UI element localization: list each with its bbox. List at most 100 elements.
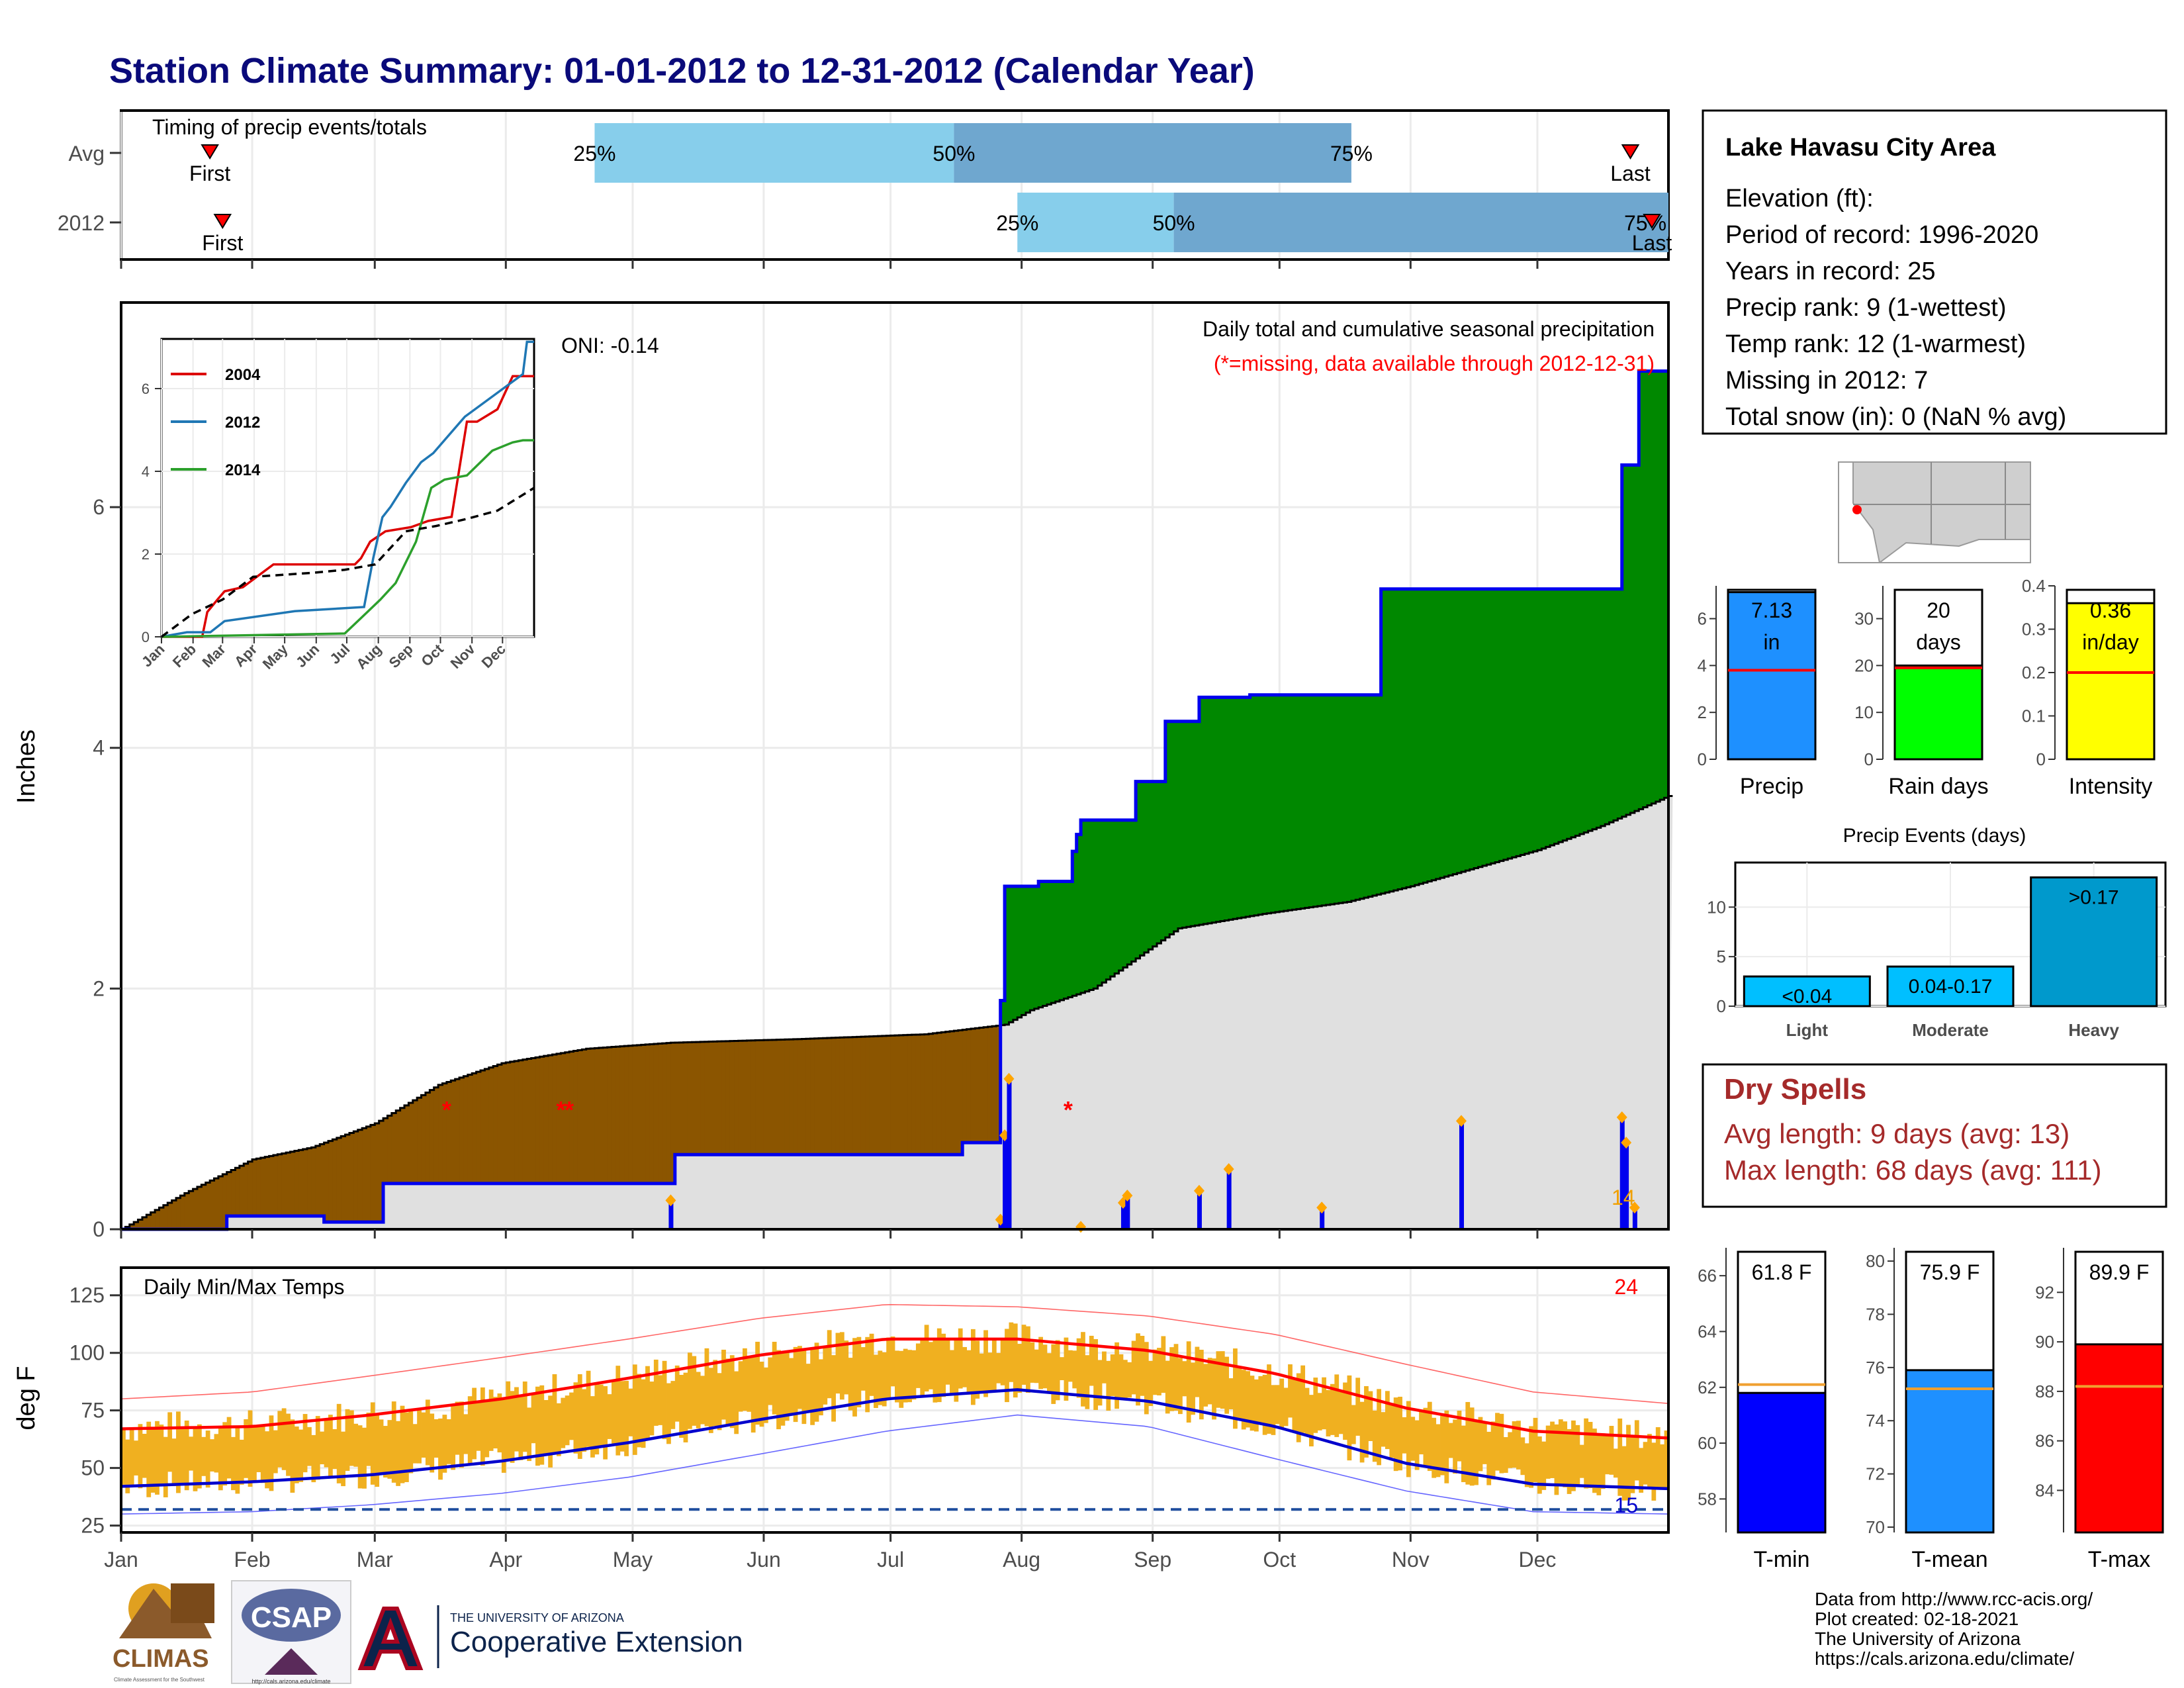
daily-temp-range-bar [970,1329,976,1405]
daily-temp-range-bar [1136,1333,1140,1406]
daily-temp-range-bar [1017,1344,1023,1393]
precip-deficit-col [700,1041,705,1155]
daily-temp-range-bar [277,1411,283,1468]
precip-surplus-col [1279,694,1285,912]
record-max-line [120,1303,1669,1405]
station-name: Lake Havasu City Area [1725,134,1996,162]
daily-temp-range-bar [827,1330,832,1399]
timing-p75-label: 75% [1330,142,1373,165]
daily-temp-range-bar [1322,1377,1326,1430]
daily-temp-range-bar [700,1376,705,1425]
precip-deficit-col [987,1026,993,1143]
summary-value-label: 75.9 F [1920,1260,1980,1284]
precip-surplus-col [1457,588,1462,873]
precip-surplus-col [1550,588,1555,845]
precip-deficit-col [155,1209,160,1229]
daily-temp-range-bar [281,1408,287,1470]
daily-temp-range-bar [552,1374,557,1454]
daily-temp-range-bar [1097,1360,1103,1406]
daily-temp-range-bar [129,1429,134,1486]
precip-surplus-col [1186,721,1191,927]
daily-temp-range-bar [193,1427,198,1491]
daily-temp-range-bar [561,1397,566,1448]
daily-temp-range-bar [379,1419,384,1475]
precip-deficit-col [598,1047,604,1184]
daily-temp-range-bar [590,1396,595,1458]
precip-deficit-col [954,1031,959,1155]
precip-deficit-col [920,1034,925,1155]
precip-deficit-col [167,1203,173,1229]
month-x-tick-label: Aug [1003,1548,1040,1571]
precip-deficit-col [565,1052,570,1184]
missing-marker: * [442,1096,451,1123]
precip-deficit-col [743,1041,748,1155]
precip-surplus-col [1398,588,1403,890]
summary-y-tick-label: 80 [1866,1251,1885,1271]
precip-deficit-col [256,1158,261,1216]
precip-deficit-col [552,1055,557,1184]
temp-y-tick-label: 125 [69,1284,105,1307]
daily-temp-range-bar [1051,1344,1056,1404]
precip-surplus-col [1410,588,1416,886]
daily-temp-range-bar [260,1425,265,1483]
events-bar [2030,876,2158,1008]
daily-temp-range-bar [810,1348,815,1425]
events-y-tick-label: 5 [1717,947,1726,966]
precip-surplus-col [1588,588,1593,831]
daily-precip-marker [1455,1115,1467,1127]
precip-deficit-col [814,1038,819,1155]
precip-deficit-col [721,1041,727,1155]
timing-row-label: Avg [68,142,105,165]
daily-temp-range-bar [1317,1393,1322,1430]
precip-surplus-col [1207,697,1212,923]
precip-deficit-col [129,1224,134,1229]
info-box-frame [1702,109,2167,435]
precip-deficit-col [696,1042,701,1155]
precip-surplus-col [1000,1000,1005,1025]
record-low-count: 15 [1614,1493,1638,1517]
daily-temp-range-bar [1571,1420,1576,1491]
inset-y-tick-label: 2 [142,546,150,563]
daily-temp-range-bar [1626,1425,1631,1501]
precip-surplus-col [1626,465,1631,815]
precip-surplus-col [1537,588,1542,851]
summary-bar [1893,664,1983,761]
inset-legend-label: 2004 [225,366,261,384]
daily-temp-range-bar [1359,1401,1365,1463]
precip-surplus-col [1432,588,1437,880]
precip-deficit-col [941,1032,946,1155]
daily-temp-range-bar [903,1348,908,1403]
station-location-dot [1852,505,1862,514]
precip-deficit-col [933,1033,938,1155]
daily-temp-range-bar [235,1427,240,1494]
precip-surplus-col [1093,820,1099,989]
daily-temp-range-bar [1639,1448,1644,1493]
daily-temp-range-bar [1508,1432,1513,1468]
daily-temp-range-bar [751,1356,756,1433]
precip-deficit-col [713,1041,718,1155]
temp-y-tick-label: 75 [81,1399,105,1423]
precip-deficit-col [273,1155,278,1216]
precip-deficit-col [747,1040,752,1155]
precip-deficit-col [772,1039,777,1155]
daily-temp-range-bar [1122,1360,1128,1399]
daily-temp-range-bar [628,1388,633,1436]
daily-temp-range-bar [1410,1417,1416,1461]
precip-deficit-col [510,1061,515,1184]
daily-temp-range-bar [734,1371,739,1434]
precip-surplus-col [1385,588,1390,893]
precip-y-tick-label: 6 [93,495,105,519]
daily-temp-range-bar [945,1338,950,1385]
daily-temp-range-bar [1165,1360,1170,1414]
precip-surplus-col [1440,588,1445,878]
precip-deficit-col [590,1048,596,1184]
precip-surplus-col [1592,588,1598,829]
month-x-tick-label: Apr [489,1548,522,1571]
daily-temp-range-bar [823,1347,828,1405]
precip-surplus-col [1600,588,1606,826]
summary-value-label: 20 [1927,598,1950,622]
precip-deficit-col [332,1139,338,1223]
precip-deficit-col [776,1039,782,1155]
precip-deficit-col [484,1068,490,1184]
precip-surplus-col [1283,694,1289,912]
